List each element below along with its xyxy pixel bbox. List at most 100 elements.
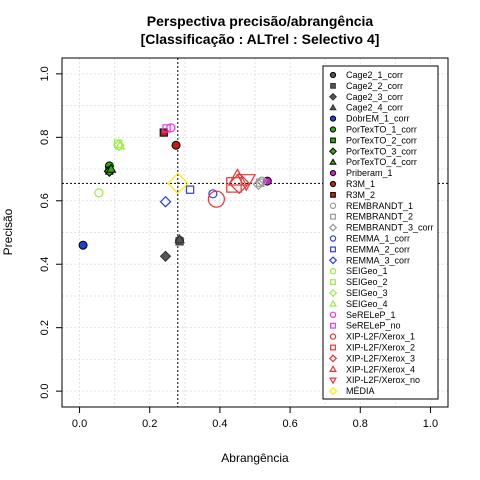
legend-label: SEIGeo_4	[346, 299, 388, 309]
legend-label: Cage2_1_corr	[346, 70, 403, 80]
x-axis-label: Abrangência	[221, 451, 289, 465]
legend-marker	[330, 246, 336, 253]
data-point	[227, 168, 248, 186]
legend-marker	[328, 288, 338, 298]
data-point	[171, 140, 181, 150]
plot-frame	[61, 57, 449, 408]
legend-label: XIP-L2F/Xerox_1	[346, 332, 415, 342]
x-tick-label: 0.0	[72, 418, 87, 430]
legend-label: SEIGeo_3	[346, 288, 388, 298]
y-tick-label: 0.0	[39, 383, 51, 398]
y-tick-label: 0.6	[39, 193, 51, 208]
legend-label: PorTexTO_4_corr	[346, 157, 417, 167]
legend-marker	[329, 299, 337, 307]
legend-label: Cage2_3_corr	[346, 92, 403, 102]
data-point	[236, 174, 257, 192]
legend-marker	[329, 365, 337, 372]
y-axis: 0.0 0.2 0.4 0.6 0.8 1.0	[39, 66, 62, 399]
x-tick-label: 0.2	[142, 418, 157, 430]
legend-marker	[329, 115, 337, 122]
data-point	[112, 139, 125, 152]
y-tick-label: 0.8	[39, 130, 51, 145]
legend-marker	[329, 126, 337, 133]
legend-label: XIP-L2F/Xerox_2	[346, 343, 415, 353]
data-point	[94, 188, 104, 198]
data-point	[159, 250, 172, 263]
data-point	[208, 189, 218, 199]
legend-marker	[329, 92, 337, 101]
data-point	[78, 240, 88, 250]
legend-marker	[330, 137, 336, 144]
legend-marker	[329, 71, 337, 79]
data-points	[78, 123, 272, 263]
legend-marker	[329, 377, 337, 385]
chart-subtitle: [Classificação : ALTrel : Selectivo 4]	[141, 31, 380, 47]
data-point	[166, 123, 176, 133]
legend-label: R3M_1	[346, 179, 375, 189]
legend-marker	[329, 333, 337, 340]
legend-label: Priberam_1	[346, 168, 393, 178]
legend-marker	[329, 202, 337, 209]
legend-label: XIP-L2F/Xerox_no	[346, 375, 420, 385]
legend-marker	[330, 213, 336, 220]
legend-items: Cage2_1_corrCage2_2_corrCage2_3_corrCage…	[328, 70, 434, 396]
legend-marker	[328, 354, 338, 363]
legend-marker	[328, 256, 338, 265]
x-tick-label: 0.8	[353, 418, 368, 430]
x-tick-label: 1.0	[423, 418, 438, 430]
legend-label: SeRELeP_1	[346, 310, 396, 320]
legend-label: Cage2_4_corr	[346, 103, 403, 113]
legend: Cage2_1_corrCage2_2_corrCage2_3_corrCage…	[322, 65, 439, 400]
legend-marker	[330, 279, 336, 286]
legend-marker	[329, 311, 337, 318]
data-point	[105, 163, 117, 173]
legend-marker	[329, 158, 337, 165]
x-tick-label: 0.4	[212, 418, 227, 430]
data-point	[228, 172, 251, 195]
legend-marker	[328, 387, 338, 396]
data-point	[114, 140, 126, 150]
legend-label: SEIGeo_1	[346, 266, 388, 276]
legend-label: PorTexTO_2_corr	[346, 135, 417, 145]
chart-title: Perspectiva precisão/abrangência	[147, 13, 374, 29]
legend-label: SeRELeP_no	[346, 321, 401, 331]
legend-label: REMBRANDT_1	[346, 201, 413, 211]
legend-label: MÉDIA	[346, 386, 375, 396]
legend-marker	[330, 322, 336, 329]
data-point	[252, 178, 265, 191]
legend-label: XIP-L2F/Xerox_3	[346, 353, 415, 363]
legend-label: DobrEM_1_corr	[346, 114, 410, 124]
legend-marker	[329, 170, 337, 177]
legend-marker	[329, 103, 337, 111]
legend-label: Cage2_2_corr	[346, 81, 403, 91]
x-tick-label: 0.6	[282, 418, 297, 430]
legend-label: R3M_2	[346, 190, 375, 200]
y-tick-label: 0.2	[39, 320, 51, 335]
data-point	[162, 124, 171, 133]
data-point	[207, 190, 225, 208]
legend-marker	[328, 223, 338, 232]
legend-label: REMMA_1_corr	[346, 234, 410, 244]
legend-label: REMBRANDT_2	[346, 212, 413, 222]
legend-box	[322, 65, 439, 400]
legend-label: SEIGeo_2	[346, 277, 388, 287]
legend-label: PorTexTO_1_corr	[346, 125, 417, 135]
data-point	[256, 178, 265, 187]
legend-marker	[329, 235, 337, 242]
data-point	[185, 185, 195, 194]
legend-label: REMBRANDT_3_corr	[346, 223, 434, 233]
y-tick-label: 0.4	[39, 257, 51, 272]
legend-label: XIP-L2F/Xerox_4	[346, 364, 415, 374]
legend-marker	[330, 192, 336, 198]
data-point	[166, 172, 189, 195]
legend-marker	[329, 180, 337, 188]
legend-marker	[330, 83, 336, 89]
legend-marker	[329, 147, 337, 156]
data-point	[174, 233, 185, 244]
legend-label: REMMA_3_corr	[346, 255, 410, 265]
y-axis-label: Precisão	[1, 208, 15, 255]
legend-marker	[329, 268, 337, 275]
x-axis: 0.0 0.2 0.4 0.6 0.8 1.0	[72, 407, 438, 430]
legend-label: REMMA_2_corr	[346, 244, 410, 254]
